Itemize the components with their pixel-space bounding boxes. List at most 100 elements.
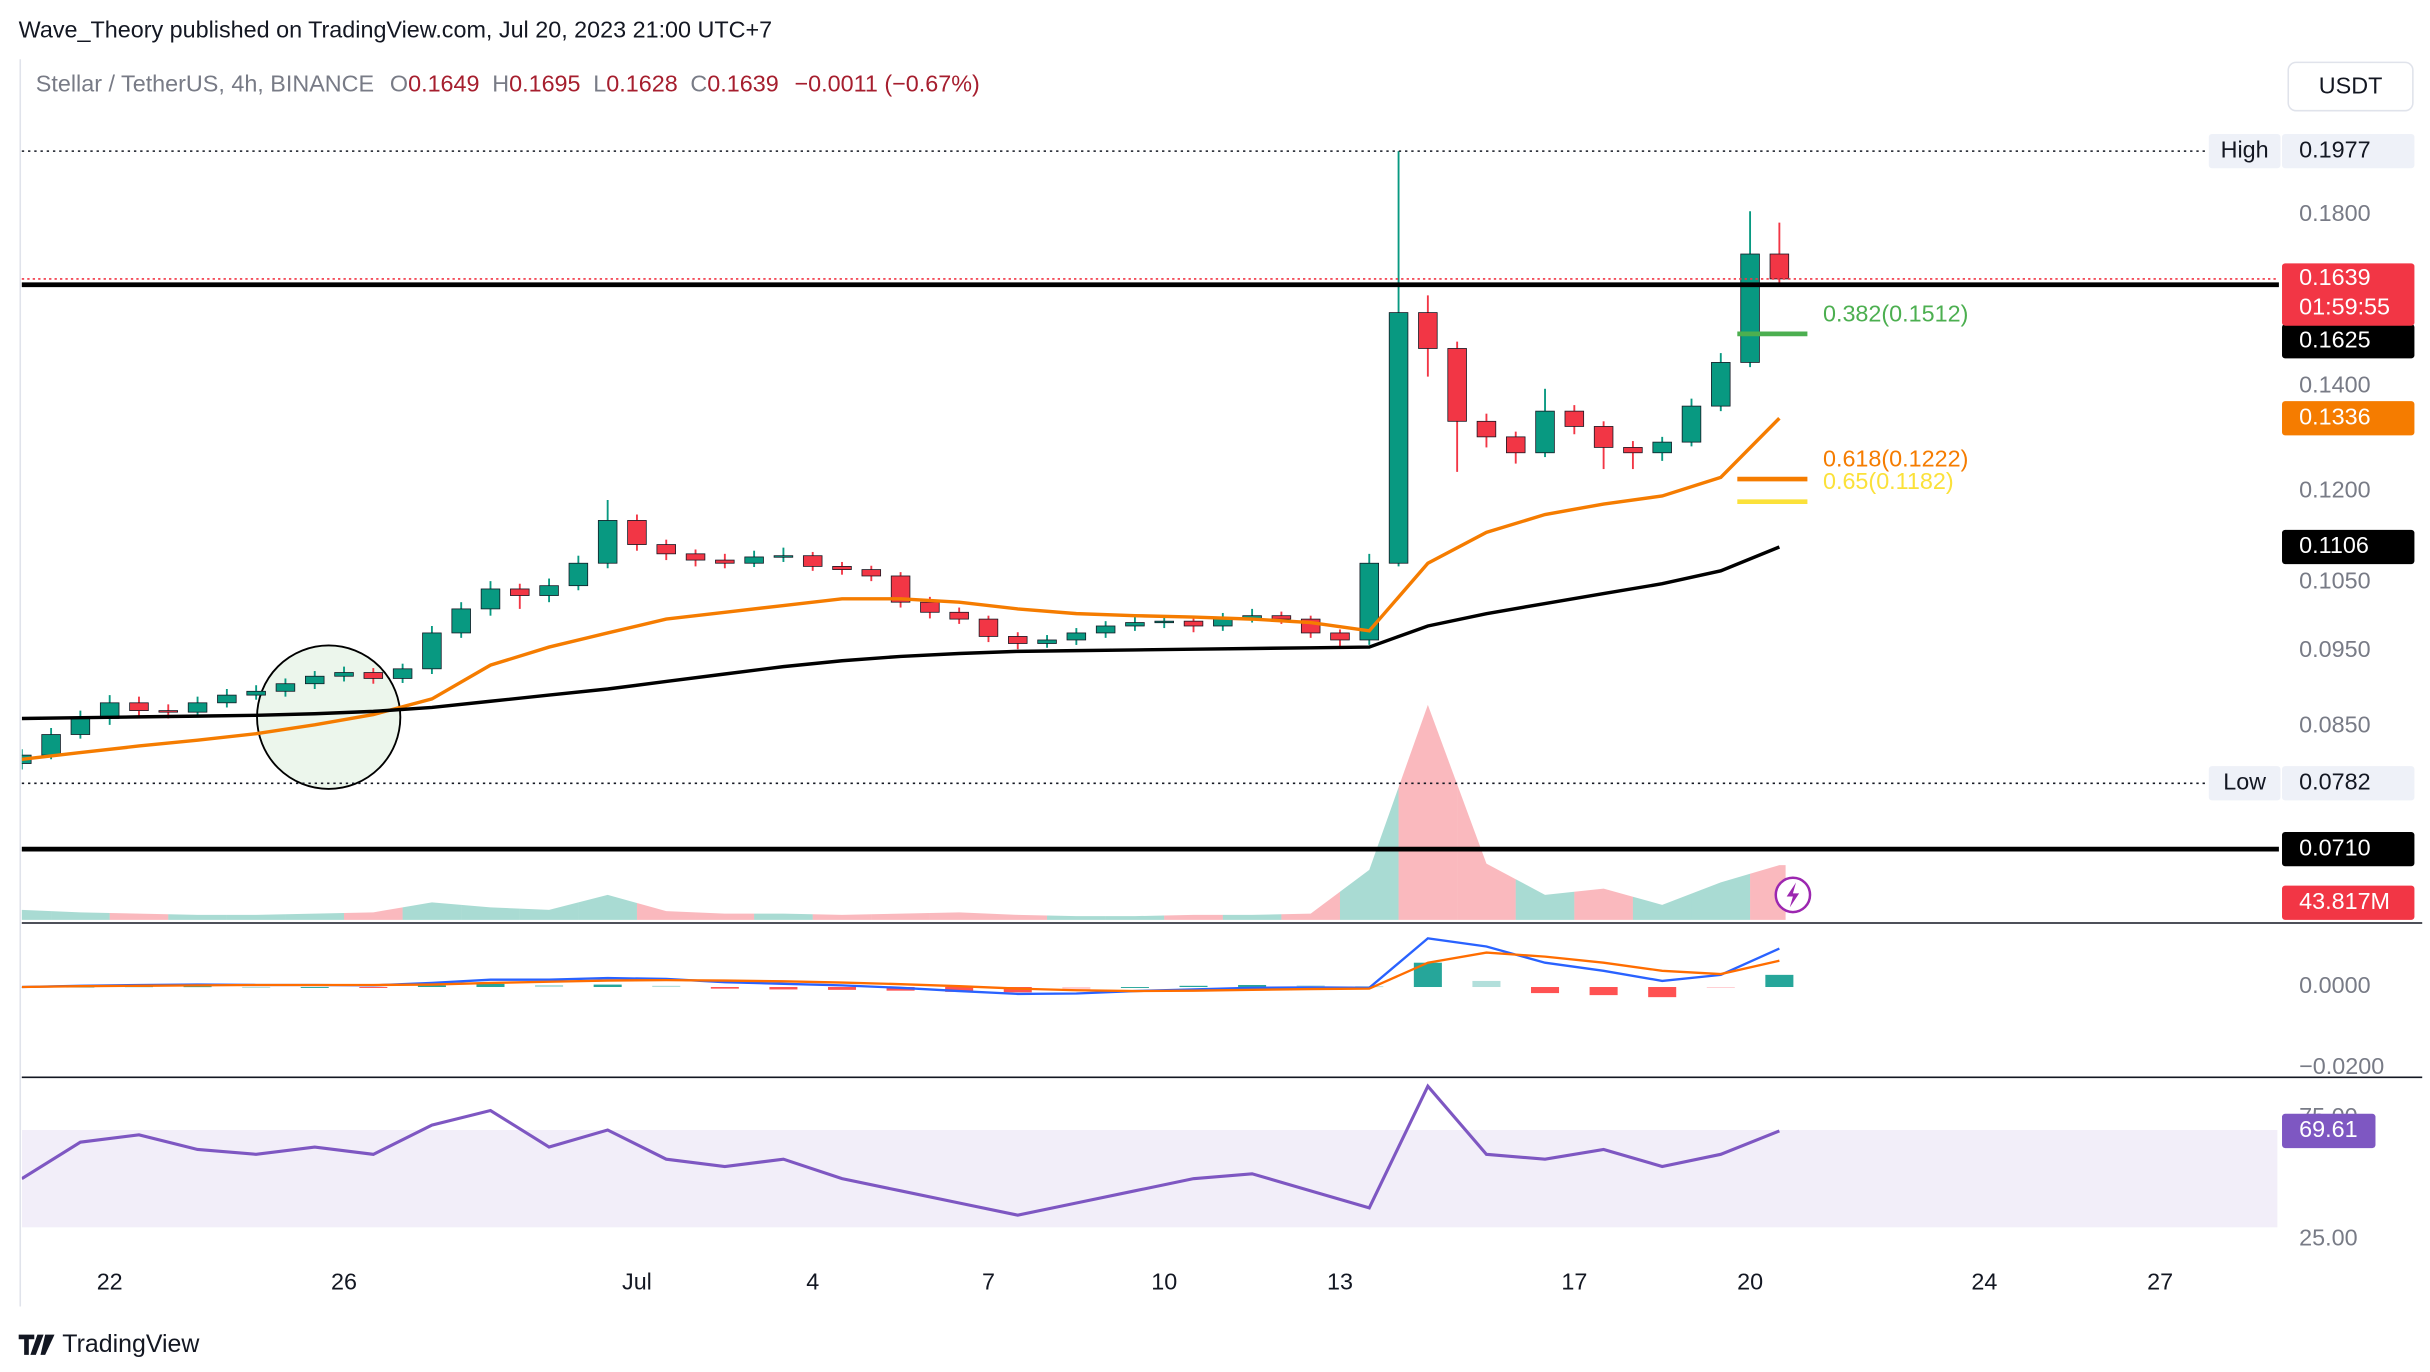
candle-body — [1564, 410, 1585, 427]
macd-histogram-bar — [359, 987, 388, 988]
x-tick-label: 27 — [2147, 1268, 2173, 1294]
high-value: 0.1977 — [2299, 136, 2370, 162]
currency-button[interactable] — [2287, 61, 2414, 112]
y-tick-label: 0.1200 — [2299, 477, 2370, 503]
ma-value-box — [2282, 529, 2415, 565]
y-tick-label: 0.1800 — [2299, 200, 2370, 226]
last-price: 0.1639 — [2299, 264, 2370, 290]
rsi-value: 69.61 — [2299, 1116, 2357, 1142]
fib-label: 0.382(0.1512) — [1823, 300, 1968, 326]
candle-body — [920, 601, 940, 613]
ma-value: 0.1106 — [2299, 532, 2369, 558]
moving-average — [21, 545, 1781, 721]
candle-body — [217, 694, 237, 704]
volume-area — [519, 902, 579, 920]
volume-area — [285, 912, 345, 920]
candle-body — [187, 702, 208, 713]
candle-body — [1447, 348, 1467, 422]
fib-label: 0.618(0.1222) — [1823, 445, 1968, 471]
macd-line — [21, 951, 1780, 993]
volume-area — [871, 912, 930, 920]
candle-body — [246, 690, 266, 696]
candle-body — [1359, 562, 1380, 641]
ohlc-key: C — [690, 71, 707, 97]
volume-area — [1632, 893, 1692, 920]
candle-body — [773, 555, 794, 558]
candle-body — [1418, 312, 1438, 349]
candle-body — [1476, 420, 1497, 438]
volume-area — [51, 911, 110, 920]
change: −0.0011 (−0.67%) — [795, 71, 980, 97]
low-value: 0.0782 — [2299, 768, 2370, 794]
annotation-circle — [256, 644, 402, 790]
macd-histogram-bar — [1648, 987, 1677, 998]
candle-body — [890, 575, 911, 603]
ma-value-box — [2282, 401, 2415, 436]
macd-histogram-bar — [1296, 985, 1325, 988]
volume-area — [988, 913, 1048, 920]
level-box — [2282, 831, 2415, 867]
ohlc-value: 0.1695 — [509, 71, 580, 97]
x-tick-label: 4 — [806, 1268, 819, 1294]
candle-body — [129, 702, 149, 711]
candle-body — [363, 672, 384, 679]
logo-icon — [18, 1334, 55, 1355]
macd-histogram-bar — [710, 987, 739, 989]
macd-histogram-bar — [1706, 987, 1735, 988]
candle-body — [1330, 632, 1350, 641]
low-value-box — [2282, 766, 2415, 801]
candle-body — [1154, 620, 1174, 624]
last-price-box — [2282, 263, 2415, 326]
macd-histogram-bar — [1472, 980, 1501, 988]
volume-area — [1515, 879, 1575, 920]
rsi-line — [21, 1083, 1780, 1217]
candle-body — [392, 668, 413, 679]
y-tick-label: 0.0000 — [2299, 972, 2370, 998]
macd-histogram-bar — [1531, 987, 1560, 994]
volume-area — [21, 909, 52, 920]
symbol: Stellar / TetherUS, 4h, BINANCE — [36, 71, 374, 97]
candle-body — [744, 556, 764, 564]
high-name-box — [2208, 133, 2281, 169]
publisher: Wave_Theory published on TradingView.com… — [19, 16, 772, 42]
ohlc-value: 0.1628 — [606, 71, 677, 97]
volume-area — [1222, 914, 1282, 920]
candle-body — [1623, 447, 1643, 454]
candle-body — [1711, 362, 1731, 407]
candle-body — [1271, 615, 1292, 620]
ohlc-value: 0.1649 — [408, 71, 479, 97]
x-tick-label: 13 — [1327, 1268, 1353, 1294]
candle-body — [715, 559, 735, 564]
y-tick-label: 0.0950 — [2299, 636, 2370, 662]
candle-body — [861, 569, 882, 577]
rsi-value-box — [2282, 1113, 2376, 1149]
candle-body — [275, 683, 296, 692]
ohlc-key: H — [492, 71, 509, 97]
volume-area — [344, 907, 403, 920]
legend: Stellar / TetherUS, 4h, BINANCE O0.1649 … — [36, 71, 980, 97]
macd-histogram-bar — [476, 983, 505, 988]
candle-body — [480, 588, 501, 610]
y-tick-label: 0.1400 — [2299, 372, 2370, 398]
macd-histogram-bar — [1238, 984, 1267, 988]
candle-body — [1769, 253, 1790, 280]
x-tick-label: 22 — [97, 1268, 123, 1294]
alert-icon-bolt — [1786, 882, 1800, 908]
candle-body — [1008, 636, 1028, 644]
alert-icon — [1774, 876, 1812, 914]
candle-body — [1506, 436, 1526, 454]
fib-label: 0.65(0.1182) — [1823, 468, 1954, 494]
candle-body — [656, 544, 676, 555]
candle-body — [41, 734, 61, 756]
macd-histogram-bar — [1120, 987, 1149, 988]
x-tick-label: 26 — [331, 1268, 357, 1294]
macd-histogram-bar — [945, 987, 974, 992]
ohlc-key: L — [593, 71, 606, 97]
candle-body — [334, 672, 354, 677]
candle-body — [1535, 410, 1555, 454]
currency-label[interactable]: USDT — [2319, 72, 2383, 98]
x-tick-label: 7 — [982, 1268, 995, 1294]
macd-histogram-bar — [183, 986, 212, 988]
